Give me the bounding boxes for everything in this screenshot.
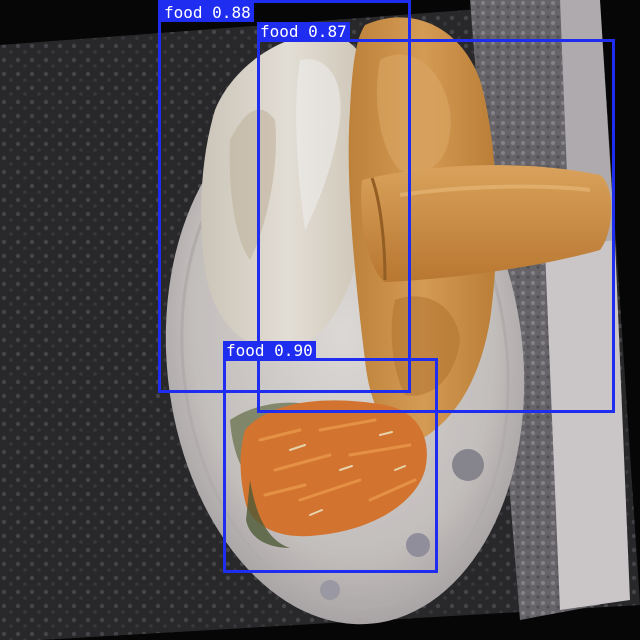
detection-box-food-1: food 0.88	[158, 0, 411, 393]
detection-label-food-3: food 0.90	[223, 341, 316, 360]
detection-box-food-2: food 0.87	[257, 22, 615, 413]
detection-score: 0.87	[308, 22, 347, 41]
detection-class-label: food	[226, 341, 265, 360]
detection-box-food-3: food 0.90	[223, 341, 438, 573]
detection-label-food-2: food 0.87	[257, 22, 350, 41]
detection-class-label: food	[164, 3, 203, 22]
detection-score: 0.90	[274, 341, 313, 360]
detection-class-label: food	[260, 22, 299, 41]
detection-label-food-1: food 0.88	[161, 3, 254, 22]
detection-score: 0.88	[212, 3, 251, 22]
